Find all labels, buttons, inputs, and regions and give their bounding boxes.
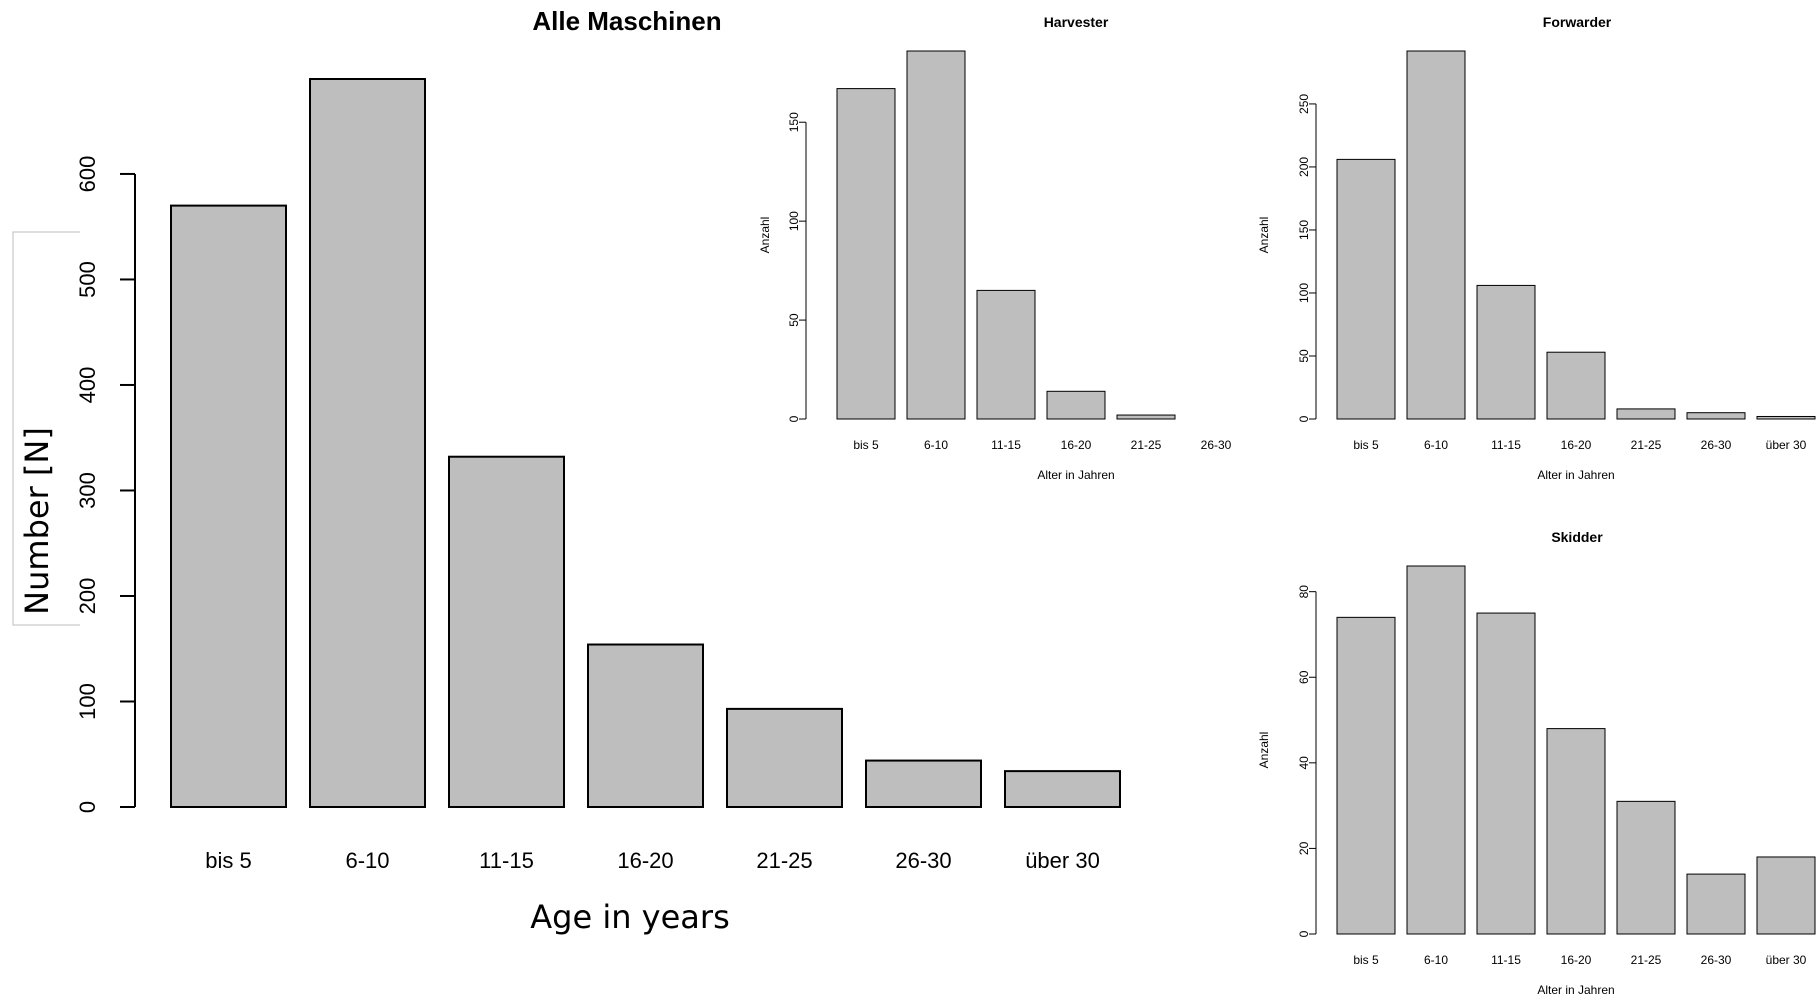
y-tick-label: 200: [1297, 157, 1311, 177]
x-tick-label: 16-20: [617, 848, 673, 873]
bar-alle-5: [865, 759, 982, 808]
bar-alle-0: [170, 204, 287, 808]
bar-harvester-0: [836, 88, 896, 420]
y-tick-label: 50: [1297, 349, 1311, 363]
bar-alle-4: [726, 707, 843, 808]
y-tick-label: 200: [75, 578, 100, 615]
y-tick-label: 150: [1297, 220, 1311, 240]
bar-harvester-4: [1116, 414, 1176, 420]
chart-title: Skidder: [1551, 529, 1603, 545]
x-tick-label: bis 5: [205, 848, 251, 873]
y-tick-label: 80: [1297, 585, 1311, 599]
x-tick-label: 16-20: [1561, 438, 1592, 452]
bar-skidder-2: [1476, 612, 1536, 935]
y-axis-label: Anzahl: [758, 217, 772, 254]
x-tick-label: 6-10: [345, 848, 389, 873]
chart-title: Alle Maschinen: [532, 6, 721, 36]
y-axis-label: Number [N]: [18, 427, 56, 615]
x-tick-label: 21-25: [1631, 953, 1662, 967]
x-tick-label: 26-30: [1201, 438, 1232, 452]
chart-title: Harvester: [1044, 14, 1109, 30]
bar-forwarder-0: [1336, 158, 1396, 420]
x-tick-label: 21-25: [1631, 438, 1662, 452]
x-tick-label: bis 5: [1353, 953, 1379, 967]
x-tick-label: bis 5: [1353, 438, 1379, 452]
y-tick-label: 600: [75, 156, 100, 193]
x-tick-label: 21-25: [756, 848, 812, 873]
x-tick-label: 6-10: [1424, 438, 1448, 452]
bar-skidder-5: [1686, 873, 1746, 935]
y-tick-label: 0: [1297, 930, 1311, 937]
x-axis-label: Alter in Jahren: [1537, 983, 1614, 995]
bar-forwarder-5: [1686, 412, 1746, 420]
y-tick-label: 100: [1297, 283, 1311, 303]
x-tick-label: 16-20: [1561, 953, 1592, 967]
y-tick-label: 50: [787, 313, 801, 327]
bar-forwarder-3: [1546, 351, 1606, 420]
x-axis-label: Alter in Jahren: [1037, 468, 1114, 482]
x-tick-label: 6-10: [924, 438, 948, 452]
y-axis-label: Anzahl: [1257, 732, 1271, 769]
bar-alle-6: [1004, 770, 1121, 809]
y-tick-label: 400: [75, 367, 100, 404]
x-tick-label: über 30: [1766, 438, 1807, 452]
y-tick-label: 100: [75, 683, 100, 720]
bar-alle-3: [587, 643, 704, 809]
y-tick-label: 300: [75, 472, 100, 509]
x-tick-label: über 30: [1766, 953, 1807, 967]
x-tick-label: 11-15: [991, 438, 1021, 452]
bar-alle-2: [448, 455, 565, 808]
bar-forwarder-4: [1616, 408, 1676, 420]
x-tick-label: 6-10: [1424, 953, 1448, 967]
x-tick-label: 26-30: [1701, 438, 1732, 452]
y-tick-label: 150: [787, 112, 801, 132]
bar-forwarder-2: [1476, 284, 1536, 420]
y-label-frame: [12, 231, 80, 626]
bar-harvester-1: [906, 50, 966, 420]
y-tick-label: 500: [75, 261, 100, 298]
bar-forwarder-1: [1406, 50, 1466, 420]
y-tick-label: 40: [1297, 756, 1311, 770]
bar-skidder-0: [1336, 616, 1396, 935]
bar-forwarder-6: [1756, 415, 1816, 420]
x-tick-label: über 30: [1025, 848, 1100, 873]
y-tick-label: 250: [1297, 94, 1311, 114]
x-tick-label: 26-30: [1701, 953, 1732, 967]
bar-skidder-6: [1756, 856, 1816, 935]
chart-panel-forwarder: Forwarder bis 5 6-10 11-15 16-20 21-25 26-30 üb…: [1257, 14, 1816, 482]
x-tick-label: 26-30: [895, 848, 951, 873]
y-tick-label: 20: [1297, 841, 1311, 855]
x-axis-label: Alter in Jahren: [1537, 468, 1614, 482]
y-tick-label: 60: [1297, 670, 1311, 684]
x-tick-label: 11-15: [1491, 438, 1521, 452]
chart-panel-harvester: Harvester bis 5 6-10 11-15 16-20 21-25 26-30 0 5…: [758, 14, 1232, 482]
chart-panel-alle: Alle Maschinen bis 5 6-10 11-15 16-20 21-25 26…: [12, 6, 1121, 936]
x-tick-label: 11-15: [479, 848, 534, 873]
chart-panel-skidder: Skidder bis 5 6-10 11-15 16-20 21-25 26-30 über…: [1257, 529, 1816, 995]
y-tick-label: 0: [787, 415, 801, 422]
x-tick-label: 16-20: [1061, 438, 1092, 452]
x-axis-label: Age in years: [530, 898, 729, 936]
chart-title: Forwarder: [1543, 14, 1612, 30]
x-tick-label: 11-15: [1491, 953, 1521, 967]
bar-harvester-3: [1046, 390, 1106, 420]
y-tick-label: 0: [1297, 415, 1311, 422]
x-tick-label: 21-25: [1131, 438, 1162, 452]
bar-skidder-1: [1406, 565, 1466, 935]
bar-skidder-4: [1616, 800, 1676, 935]
y-axis-label: Anzahl: [1257, 217, 1271, 254]
y-tick-label: 0: [75, 801, 100, 813]
bar-skidder-3: [1546, 728, 1606, 935]
bar-alle-1: [309, 78, 426, 808]
x-tick-label: bis 5: [853, 438, 879, 452]
y-tick-label: 100: [787, 211, 801, 231]
bar-harvester-2: [976, 289, 1036, 420]
